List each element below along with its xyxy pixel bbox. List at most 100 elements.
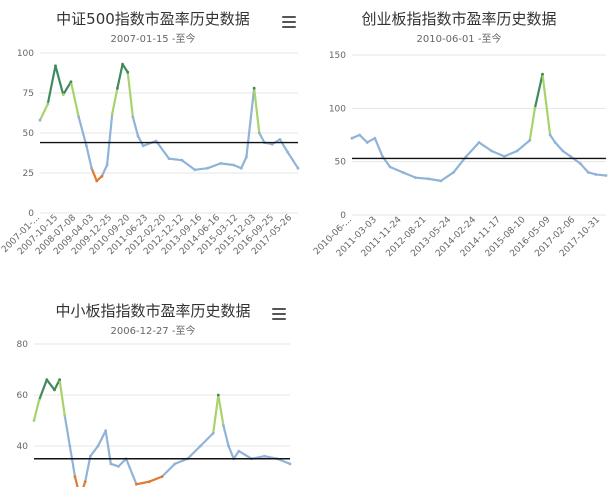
series-segment xyxy=(439,171,455,182)
series-segment xyxy=(477,141,493,153)
data-point xyxy=(61,93,65,96)
data-point xyxy=(110,112,114,116)
series-segment xyxy=(173,457,189,465)
data-point xyxy=(53,388,56,392)
series-segment xyxy=(286,151,300,170)
data-point xyxy=(426,177,430,181)
data-point xyxy=(131,115,135,119)
series-segment xyxy=(131,115,140,138)
data-point xyxy=(211,431,215,435)
series-segment xyxy=(180,159,196,171)
data-point xyxy=(199,444,202,448)
series-segment xyxy=(38,378,48,402)
data-point xyxy=(90,166,93,170)
data-point xyxy=(117,465,120,468)
data-point xyxy=(136,134,140,138)
series-segment xyxy=(212,393,220,435)
chart-title: 中小板指指数市盈率历史数据 xyxy=(55,302,251,320)
data-point xyxy=(237,449,241,453)
y-tick-label: 0 xyxy=(28,209,34,219)
data-point xyxy=(63,414,67,417)
series-segment xyxy=(358,133,369,144)
y-tick-label: 100 xyxy=(329,104,346,114)
data-point xyxy=(193,168,197,172)
series-segment xyxy=(278,138,289,154)
series-segment xyxy=(160,462,176,478)
data-point xyxy=(286,150,290,154)
series-segment xyxy=(77,115,88,147)
data-point xyxy=(452,170,455,174)
series-segment xyxy=(253,87,261,135)
data-point xyxy=(147,480,151,484)
series-segment xyxy=(554,141,564,153)
data-point xyxy=(105,163,109,167)
data-point xyxy=(85,144,88,148)
data-point xyxy=(414,176,417,180)
y-tick-label: 75 xyxy=(23,89,34,99)
data-point xyxy=(278,138,282,141)
data-point xyxy=(141,144,145,148)
series-segment xyxy=(561,149,572,158)
chart-svg: 0501001502010-06-...2011-03-032011-11-24… xyxy=(312,51,608,259)
series-segment xyxy=(32,398,41,422)
series-segment xyxy=(136,135,145,147)
series-segment xyxy=(125,457,138,486)
data-point xyxy=(569,154,572,158)
data-point xyxy=(245,155,248,159)
data-point xyxy=(358,133,362,137)
series-segment xyxy=(373,137,384,158)
data-point xyxy=(381,154,384,158)
series-segment xyxy=(58,378,66,417)
series-segment xyxy=(46,64,57,106)
data-point xyxy=(515,149,519,153)
menu-icon[interactable] xyxy=(272,308,286,320)
series-segment xyxy=(258,131,266,144)
data-point xyxy=(388,165,392,169)
y-tick-label: 0 xyxy=(340,211,346,221)
y-tick-label: 80 xyxy=(17,340,29,350)
data-point xyxy=(594,173,598,176)
data-point xyxy=(73,475,77,478)
data-point xyxy=(257,131,261,135)
series-segment xyxy=(388,165,404,174)
data-point xyxy=(227,444,230,448)
data-point xyxy=(38,118,42,122)
data-point xyxy=(135,482,138,486)
series-segment xyxy=(117,457,128,468)
series-segment xyxy=(240,155,248,170)
data-point xyxy=(96,444,100,448)
data-point xyxy=(68,444,72,448)
data-point xyxy=(541,72,544,76)
data-point xyxy=(100,174,104,178)
series-segment xyxy=(503,149,519,158)
series-segment xyxy=(73,475,79,487)
series-segment xyxy=(111,87,119,115)
menu-icon[interactable] xyxy=(282,16,296,28)
data-point xyxy=(83,480,87,484)
data-point xyxy=(503,154,506,158)
data-point xyxy=(45,378,49,382)
series-segment xyxy=(232,450,240,460)
data-point xyxy=(401,170,405,174)
data-point xyxy=(252,86,256,90)
chart-panel-chinext: 创业板指指数市盈率历史数据 2010-06-01 -至今 0 50 100 150 20… xyxy=(306,0,612,286)
series-segment xyxy=(69,80,80,119)
series-segment xyxy=(116,63,124,90)
data-point xyxy=(350,136,354,140)
series-segment xyxy=(528,107,536,142)
series-segment xyxy=(84,455,92,483)
data-point xyxy=(180,158,184,162)
data-point xyxy=(121,62,124,66)
series-segment xyxy=(121,63,129,74)
data-point xyxy=(54,64,57,68)
series-segment xyxy=(276,457,292,465)
y-tick-label: 60 xyxy=(17,391,29,401)
chart-panel-sme: 中小板指指数市盈率历史数据 2006-12-27 -至今 20406080 xyxy=(0,292,306,487)
series-segment xyxy=(465,141,481,158)
data-point xyxy=(477,141,481,144)
series-segment xyxy=(54,64,65,96)
series-segment xyxy=(89,444,100,458)
series-segment xyxy=(126,71,134,119)
data-point xyxy=(109,462,113,466)
data-point xyxy=(232,163,235,167)
